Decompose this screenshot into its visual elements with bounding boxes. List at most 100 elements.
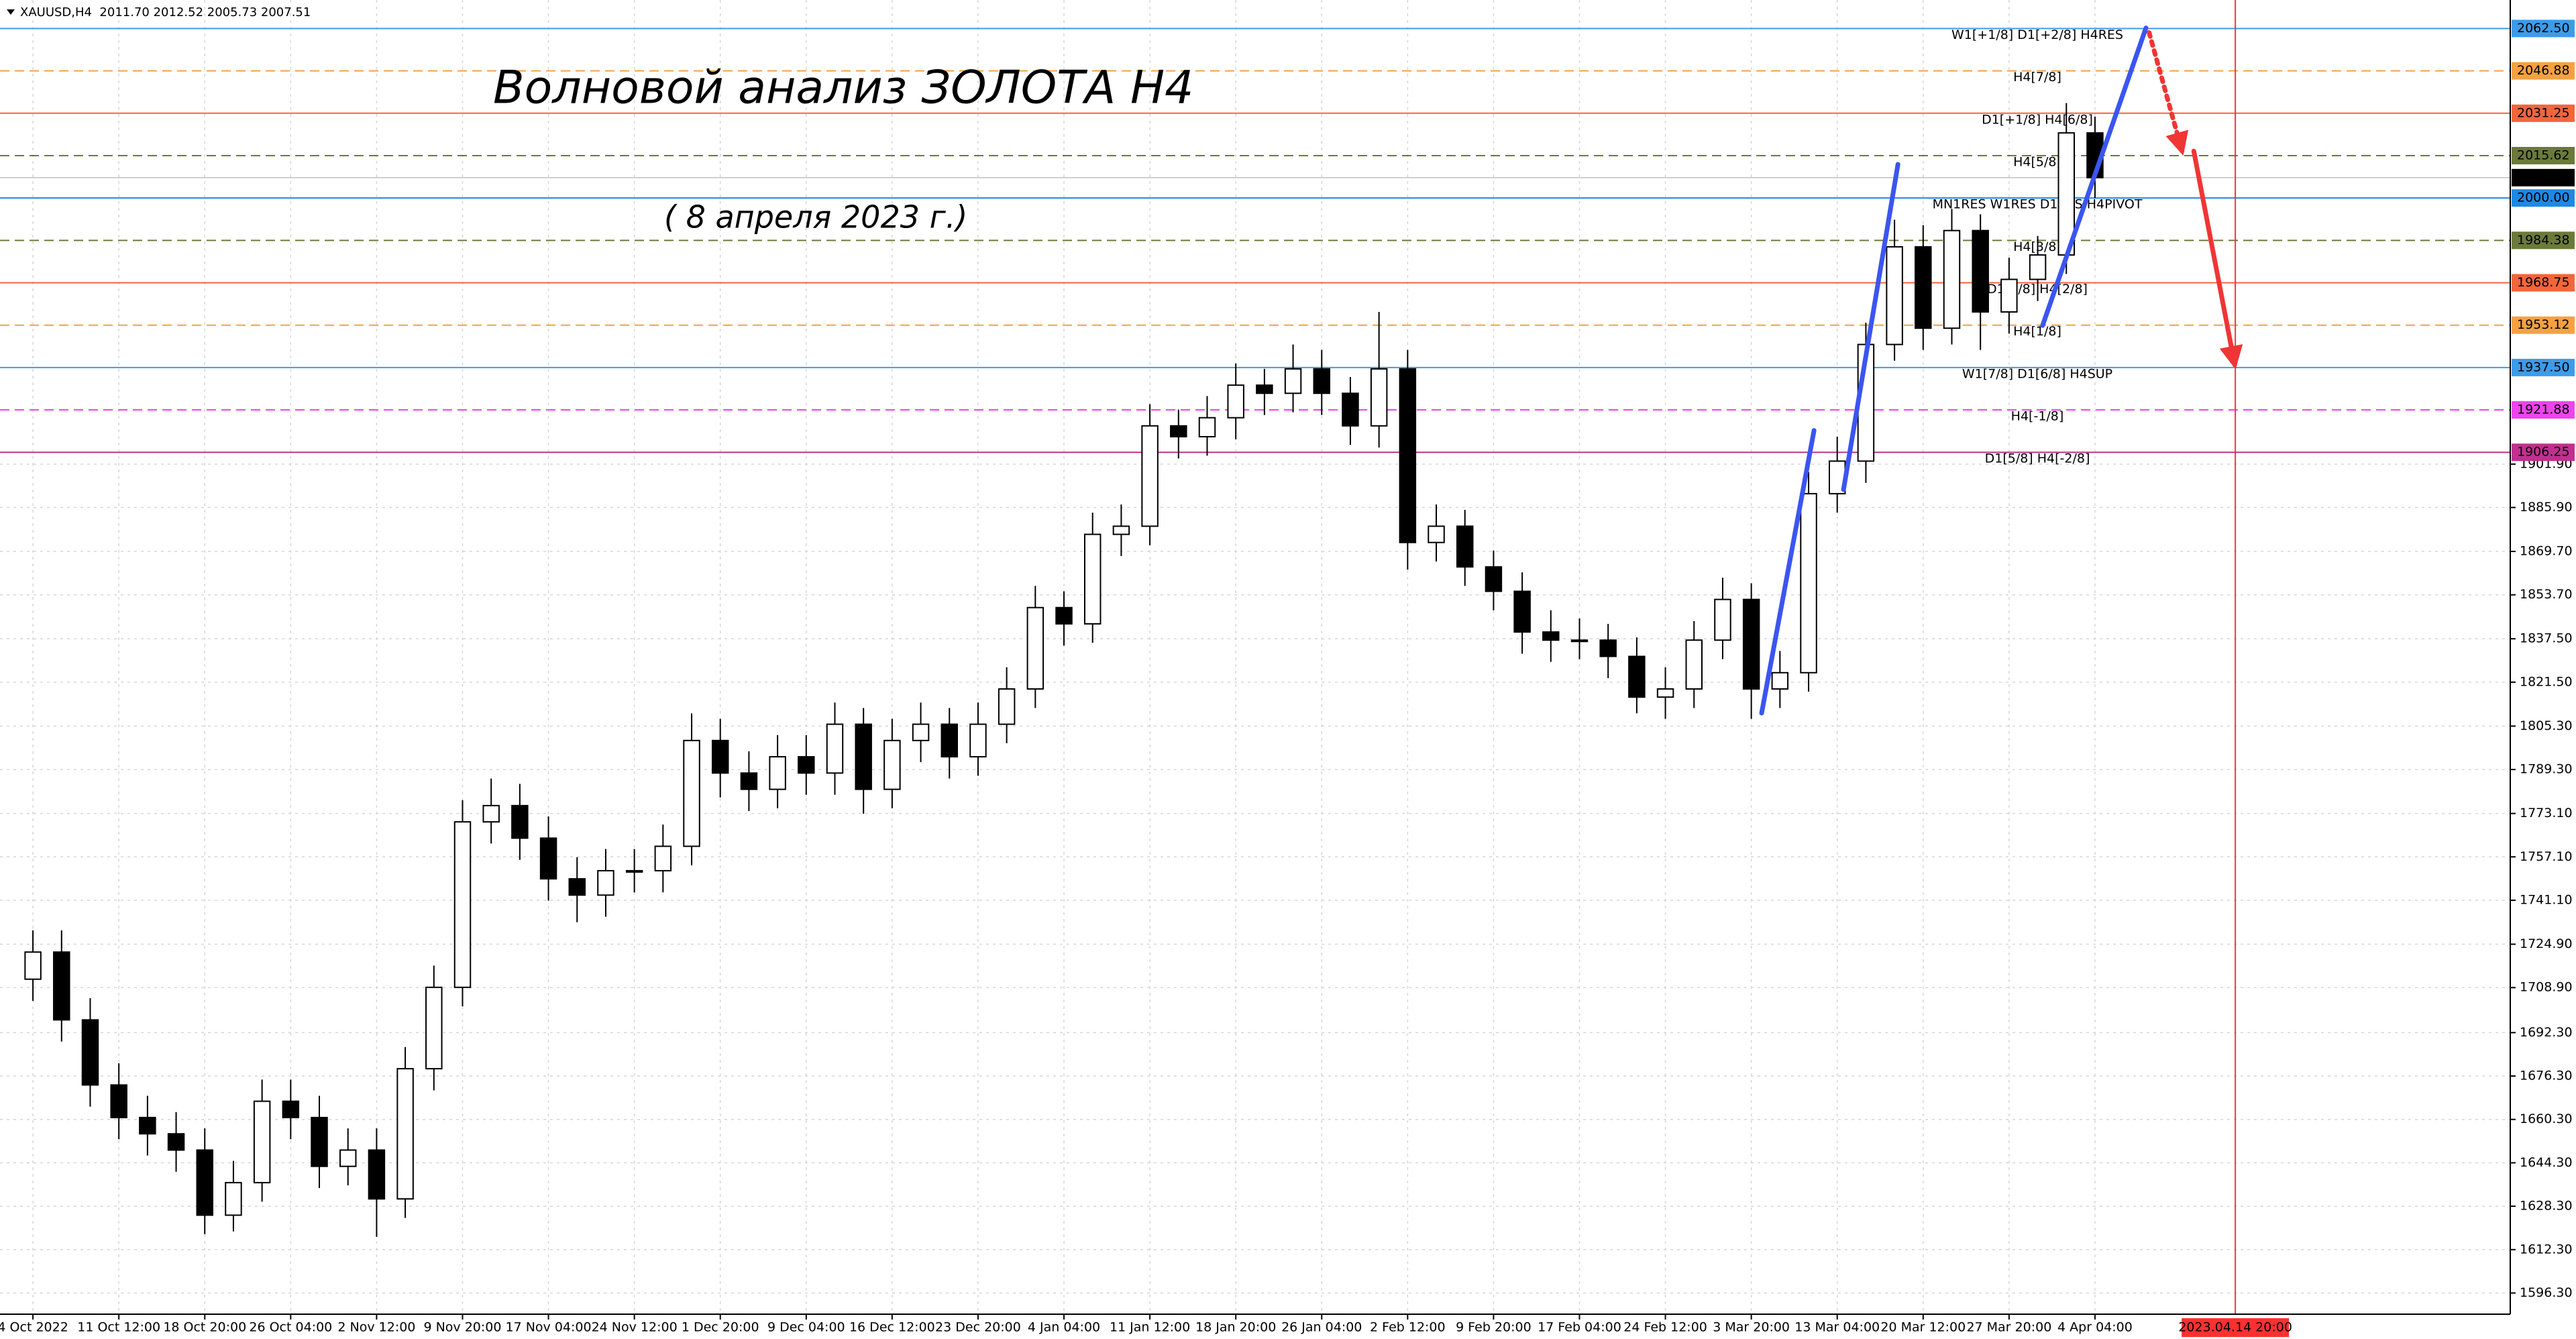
- level-text: W1[+1/8] D1[+2/8] H4RES: [1951, 28, 2123, 42]
- candle-body: [625, 869, 643, 873]
- candle-body: [912, 723, 930, 741]
- level-tag-label: 1906.25: [2517, 445, 2570, 460]
- candle-body: [253, 1100, 271, 1183]
- level-tag: [2512, 316, 2575, 334]
- candle-body: [1628, 655, 1646, 698]
- level-text: H4[-1/8]: [2011, 409, 2064, 424]
- y-tick-label: 1692.30: [2520, 1025, 2573, 1040]
- x-tick-label: 11 Jan 12:00: [1110, 1320, 1190, 1335]
- y-tick-label: 1821.50: [2520, 674, 2573, 689]
- candle-body: [1972, 229, 1989, 313]
- candle-body: [1170, 425, 1187, 437]
- candle-body: [1026, 606, 1044, 690]
- x-tick-label: 24 Feb 12:00: [1623, 1320, 1707, 1335]
- candle-body: [1313, 368, 1331, 394]
- candle-body: [1055, 606, 1073, 625]
- x-tick-label: 4 Jan 04:00: [1028, 1320, 1100, 1335]
- candle-body: [1456, 525, 1474, 568]
- time-marker-label: 2023.04.14 20:00: [2178, 1320, 2292, 1335]
- candle-body: [196, 1149, 213, 1216]
- candle-body: [855, 723, 872, 790]
- x-tick-label: 20 Mar 12:00: [1880, 1320, 1966, 1335]
- x-tick-label: 4 Apr 04:00: [2057, 1320, 2133, 1335]
- y-tick-label: 1708.90: [2520, 980, 2573, 995]
- candle-body: [1886, 246, 1903, 345]
- candle-body: [1141, 425, 1159, 527]
- level-text: H4[1/8]: [2013, 324, 2061, 339]
- y-tick-label: 1773.10: [2520, 806, 2573, 820]
- candle-body: [282, 1100, 300, 1118]
- candle-body: [81, 1019, 99, 1086]
- candle-body: [683, 739, 700, 847]
- x-tick-label: 13 Mar 04:00: [1794, 1320, 1880, 1335]
- y-tick-label: 1612.30: [2520, 1242, 2573, 1256]
- candle-body: [1800, 492, 1817, 674]
- x-tick-label: 27 Mar 20:00: [1966, 1320, 2051, 1335]
- candle-body: [1771, 672, 1789, 690]
- candle-body: [568, 878, 586, 896]
- level-tag: [2512, 147, 2575, 165]
- candle-body: [1915, 246, 1932, 329]
- chart-subtitle: ( 8 апреля 2023 г.): [664, 199, 967, 235]
- candle-body: [1284, 368, 1302, 394]
- x-tick-label: 18 Jan 20:00: [1195, 1320, 1276, 1335]
- level-tag-label: 2046.88: [2517, 63, 2570, 78]
- y-tick-label: 1869.70: [2520, 544, 2573, 559]
- menu-triangle[interactable]: [7, 9, 15, 15]
- candle-body: [339, 1149, 357, 1167]
- x-tick-label: 24 Nov 12:00: [592, 1320, 678, 1335]
- y-tick-label: 1676.30: [2520, 1068, 2573, 1083]
- y-tick-label: 1757.10: [2520, 849, 2573, 864]
- candle-body: [2000, 278, 2018, 313]
- candle-body: [482, 804, 500, 823]
- y-tick-label: 1885.90: [2520, 500, 2573, 515]
- candle-body: [110, 1084, 127, 1118]
- candle-body: [1342, 392, 1359, 427]
- candle-body: [1256, 384, 1273, 394]
- candle-body: [53, 951, 70, 1021]
- level-tag-label: 1921.88: [2517, 403, 2570, 417]
- level-tag: [2512, 231, 2575, 250]
- candle-body: [1542, 631, 1560, 641]
- y-tick-label: 1596.30: [2520, 1285, 2573, 1300]
- level-text: MN1RES W1RES D1RES H4PIVOT: [1933, 197, 2143, 212]
- candle-body: [998, 688, 1016, 725]
- candle-body: [1428, 525, 1445, 543]
- x-tick-label: 9 Nov 20:00: [423, 1320, 501, 1335]
- candle-body: [1112, 525, 1130, 535]
- level-text: D1[+1/8] H4[6/8]: [1982, 112, 2093, 127]
- y-tick-label: 1837.50: [2520, 631, 2573, 646]
- y-tick-label: 1789.30: [2520, 762, 2573, 777]
- level-tag: [2512, 401, 2575, 419]
- candles: [24, 103, 2104, 1237]
- level-tag: [2512, 443, 2575, 462]
- y-tick-label: 1724.90: [2520, 936, 2573, 951]
- y-tick-label: 1660.30: [2520, 1112, 2573, 1126]
- y-tick-label: 1628.30: [2520, 1199, 2573, 1214]
- candle-body: [1083, 533, 1102, 625]
- candle-body: [1570, 639, 1589, 643]
- x-tick-label: 26 Jan 04:00: [1281, 1320, 1362, 1335]
- level-tag-label: 2000.00: [2517, 191, 2570, 205]
- candle-body: [1513, 590, 1531, 633]
- candle-body: [740, 772, 758, 790]
- wave-line: [2040, 25, 2149, 328]
- level-tag: [2512, 274, 2575, 292]
- x-tick-label: 16 Dec 12:00: [849, 1320, 935, 1335]
- y-tick-label: 1805.30: [2520, 718, 2573, 733]
- current-price-label: 2007.51: [2517, 170, 2570, 184]
- candle-body: [798, 756, 815, 774]
- candle-body: [969, 723, 987, 758]
- candle-body: [941, 723, 958, 758]
- candle-body: [139, 1116, 156, 1135]
- candle-body: [826, 723, 844, 774]
- candle-body: [1656, 688, 1674, 698]
- drawings: [1759, 25, 2243, 716]
- y-tick-label: 1741.10: [2520, 892, 2573, 907]
- x-tick-label: 17 Feb 04:00: [1538, 1320, 1621, 1335]
- wave-line: [1759, 428, 1817, 716]
- candle-body: [1714, 598, 1731, 641]
